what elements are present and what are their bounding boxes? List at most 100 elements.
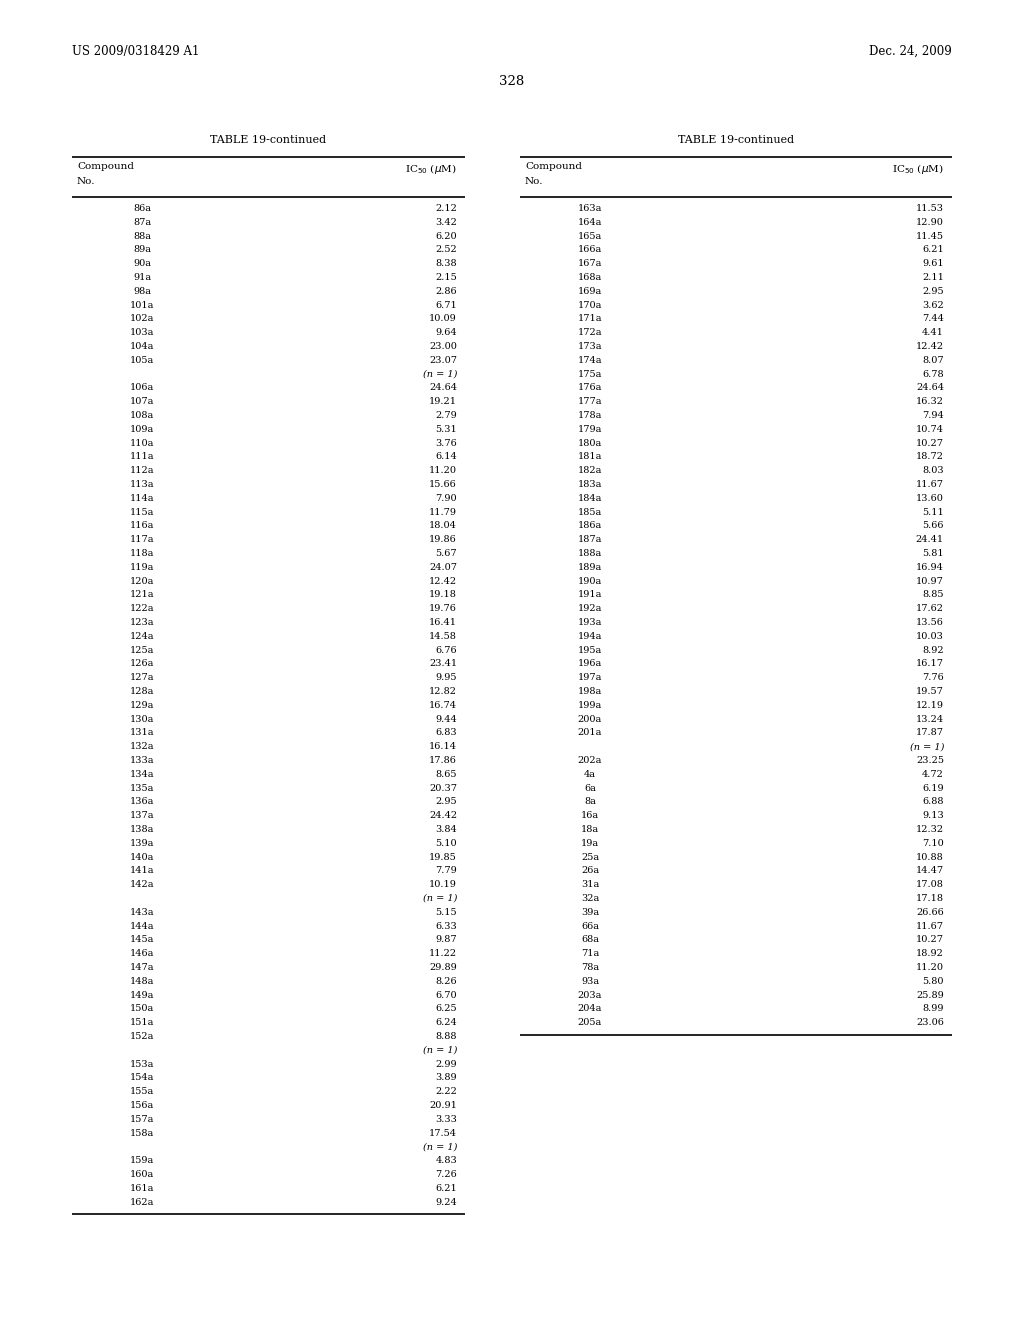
Text: 201a: 201a <box>578 729 602 738</box>
Text: 24.07: 24.07 <box>429 562 457 572</box>
Text: (n = 1): (n = 1) <box>423 1142 457 1151</box>
Text: 10.27: 10.27 <box>916 438 944 447</box>
Text: 11.45: 11.45 <box>916 231 944 240</box>
Text: 13.56: 13.56 <box>916 618 944 627</box>
Text: 16.14: 16.14 <box>429 742 457 751</box>
Text: 25.89: 25.89 <box>916 990 944 999</box>
Text: 189a: 189a <box>578 562 602 572</box>
Text: 7.79: 7.79 <box>435 866 457 875</box>
Text: 328: 328 <box>500 75 524 88</box>
Text: 136a: 136a <box>130 797 155 807</box>
Text: 3.84: 3.84 <box>435 825 457 834</box>
Text: (n = 1): (n = 1) <box>423 894 457 903</box>
Text: 6.83: 6.83 <box>435 729 457 738</box>
Text: 11.67: 11.67 <box>916 921 944 931</box>
Text: 13.60: 13.60 <box>916 494 944 503</box>
Text: 198a: 198a <box>578 686 602 696</box>
Text: 23.00: 23.00 <box>429 342 457 351</box>
Text: IC$_{50}$ ($\mu$M): IC$_{50}$ ($\mu$M) <box>406 162 457 176</box>
Text: 2.86: 2.86 <box>435 286 457 296</box>
Text: 130a: 130a <box>130 714 155 723</box>
Text: 197a: 197a <box>578 673 602 682</box>
Text: 6.21: 6.21 <box>923 246 944 255</box>
Text: 203a: 203a <box>578 990 602 999</box>
Text: 2.22: 2.22 <box>435 1088 457 1096</box>
Text: (n = 1): (n = 1) <box>423 370 457 379</box>
Text: 2.11: 2.11 <box>923 273 944 282</box>
Text: 16.32: 16.32 <box>916 397 944 407</box>
Text: 165a: 165a <box>578 231 602 240</box>
Text: 146a: 146a <box>130 949 155 958</box>
Text: 7.10: 7.10 <box>923 838 944 847</box>
Text: 204a: 204a <box>578 1005 602 1014</box>
Text: 23.41: 23.41 <box>429 660 457 668</box>
Text: 9.61: 9.61 <box>923 259 944 268</box>
Text: 10.19: 10.19 <box>429 880 457 890</box>
Text: 134a: 134a <box>130 770 155 779</box>
Text: 120a: 120a <box>130 577 155 586</box>
Text: 183a: 183a <box>578 480 602 488</box>
Text: 12.90: 12.90 <box>916 218 944 227</box>
Text: US 2009/0318429 A1: US 2009/0318429 A1 <box>72 45 200 58</box>
Text: 78a: 78a <box>581 964 599 972</box>
Text: 8.85: 8.85 <box>923 590 944 599</box>
Text: 157a: 157a <box>130 1115 155 1123</box>
Text: 147a: 147a <box>130 964 155 972</box>
Text: (n = 1): (n = 1) <box>909 742 944 751</box>
Text: 176a: 176a <box>578 383 602 392</box>
Text: 163a: 163a <box>578 205 602 213</box>
Text: 4.83: 4.83 <box>435 1156 457 1166</box>
Text: 13.24: 13.24 <box>915 714 944 723</box>
Text: 68a: 68a <box>581 936 599 944</box>
Text: 4.41: 4.41 <box>923 329 944 337</box>
Text: 98a: 98a <box>133 286 151 296</box>
Text: 128a: 128a <box>130 686 155 696</box>
Text: 8.99: 8.99 <box>923 1005 944 1014</box>
Text: 14.58: 14.58 <box>429 632 457 640</box>
Text: 19.85: 19.85 <box>429 853 457 862</box>
Text: 12.19: 12.19 <box>916 701 944 710</box>
Text: 10.09: 10.09 <box>429 314 457 323</box>
Text: Dec. 24, 2009: Dec. 24, 2009 <box>869 45 952 58</box>
Text: 177a: 177a <box>578 397 602 407</box>
Text: 2.12: 2.12 <box>435 205 457 213</box>
Text: 171a: 171a <box>578 314 602 323</box>
Text: 124a: 124a <box>130 632 155 640</box>
Text: 4.72: 4.72 <box>923 770 944 779</box>
Text: 153a: 153a <box>130 1060 155 1069</box>
Text: 2.79: 2.79 <box>435 411 457 420</box>
Text: 8a: 8a <box>584 797 596 807</box>
Text: 24.64: 24.64 <box>916 383 944 392</box>
Text: 17.18: 17.18 <box>916 894 944 903</box>
Text: 11.79: 11.79 <box>429 508 457 516</box>
Text: 199a: 199a <box>578 701 602 710</box>
Text: 7.76: 7.76 <box>923 673 944 682</box>
Text: 23.06: 23.06 <box>916 1018 944 1027</box>
Text: 114a: 114a <box>130 494 155 503</box>
Text: 19.21: 19.21 <box>429 397 457 407</box>
Text: 173a: 173a <box>578 342 602 351</box>
Text: 7.26: 7.26 <box>435 1170 457 1179</box>
Text: 20.91: 20.91 <box>429 1101 457 1110</box>
Text: TABLE 19-continued: TABLE 19-continued <box>678 135 794 145</box>
Text: 178a: 178a <box>578 411 602 420</box>
Text: 39a: 39a <box>581 908 599 917</box>
Text: 20.37: 20.37 <box>429 784 457 792</box>
Text: 180a: 180a <box>578 438 602 447</box>
Text: 16a: 16a <box>581 812 599 820</box>
Text: 5.66: 5.66 <box>923 521 944 531</box>
Text: 132a: 132a <box>130 742 155 751</box>
Text: 141a: 141a <box>130 866 155 875</box>
Text: 195a: 195a <box>578 645 602 655</box>
Text: 104a: 104a <box>130 342 155 351</box>
Text: 12.32: 12.32 <box>915 825 944 834</box>
Text: Compound: Compound <box>525 162 582 172</box>
Text: 18.92: 18.92 <box>916 949 944 958</box>
Text: 119a: 119a <box>130 562 155 572</box>
Text: 6.70: 6.70 <box>435 990 457 999</box>
Text: 19.76: 19.76 <box>429 605 457 614</box>
Text: 181a: 181a <box>578 453 602 462</box>
Text: 6.33: 6.33 <box>435 921 457 931</box>
Text: 11.53: 11.53 <box>916 205 944 213</box>
Text: 6.14: 6.14 <box>435 453 457 462</box>
